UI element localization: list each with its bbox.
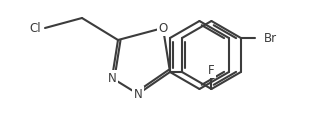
Text: N: N <box>108 72 116 84</box>
Text: O: O <box>158 21 168 34</box>
Text: Cl: Cl <box>29 21 41 34</box>
Text: N: N <box>134 88 142 101</box>
Text: F: F <box>208 63 215 76</box>
Text: Br: Br <box>264 32 277 44</box>
